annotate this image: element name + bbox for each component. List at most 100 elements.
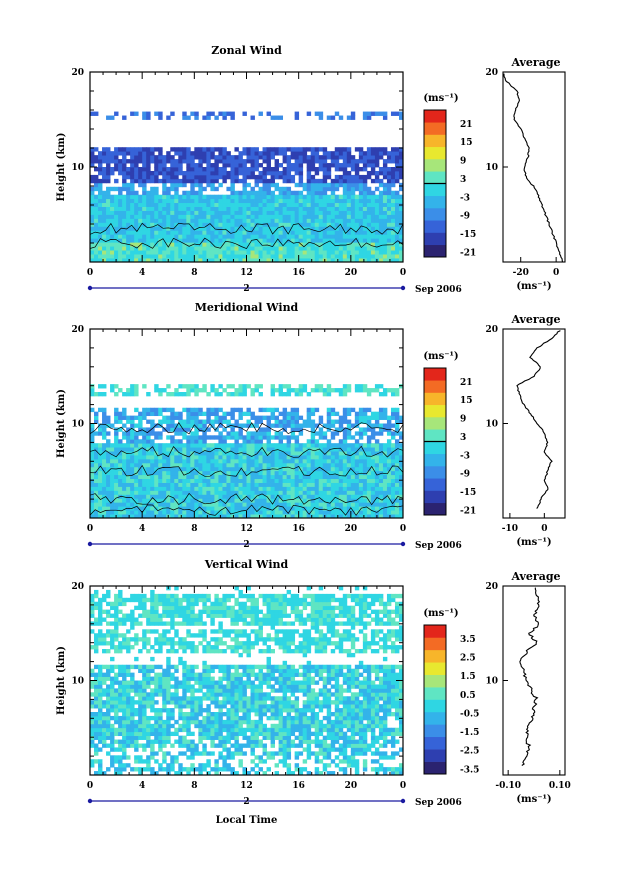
heatmap-cell [186,170,191,176]
heatmap-cell [254,486,259,491]
heatmap-cell [326,498,332,503]
heatmap-cell [334,186,340,192]
heatmap-cell [310,494,316,499]
heatmap-cell [206,419,211,424]
heatmap-cell [322,238,328,243]
heatmap-cell [170,222,175,227]
heatmap-cell [174,159,179,164]
heatmap-cell [194,218,199,223]
heatmap-cell [226,455,231,460]
heatmap-cell [134,735,139,740]
heatmap-cell [102,246,107,251]
heatmap-cell [90,163,95,168]
heatmap-cell [146,155,151,160]
heatmap-cell [266,214,271,219]
heatmap-cell [150,751,155,756]
heatmap-cell [326,439,332,444]
heatmap-cell [102,242,107,247]
heatmap-cell [118,246,123,251]
heatmap-cell [106,178,111,184]
heatmap-cell [90,392,95,397]
heatmap-cell [266,474,271,480]
heatmap-cell [186,439,191,444]
heatmap-cell [230,482,235,487]
heatmap-cell [306,470,312,476]
heatmap-cell [290,478,296,483]
heatmap-cell [378,202,384,207]
heatmap-cell [350,254,356,259]
heatmap-cell [250,474,255,480]
heatmap-cell [382,238,388,243]
heatmap-cell [398,510,404,515]
heatmap-cell [150,222,155,227]
heatmap-cell [338,151,344,156]
heatmap-cell [126,431,131,436]
heatmap-cell [134,178,139,184]
heatmap-cell [102,735,107,740]
heatmap-cell [326,242,332,247]
heatmap-cell [218,250,223,255]
heatmap-cell [126,755,131,760]
heatmap-cell [382,246,388,251]
heatmap-cell [270,238,275,243]
heatmap-cell [278,198,284,204]
heatmap-cell [306,186,312,192]
heatmap-cell [250,751,255,756]
heatmap-cell [322,234,328,239]
heatmap-cell [246,431,251,436]
heatmap-cell [266,439,271,444]
heatmap-cell [94,735,99,740]
heatmap-cell [170,111,175,116]
heatmap-cell [222,755,227,760]
heatmap-cell [318,751,324,756]
heatmap-cell [358,415,364,420]
heatmap-cell [382,182,388,188]
heatmap-cell [266,486,271,491]
heatmap-cell [338,455,344,460]
heatmap-cell [210,186,215,192]
heatmap-cell [214,419,219,424]
heatmap-cell [162,194,167,200]
heatmap-cell [258,494,263,499]
heatmap-cell [314,407,320,413]
heatmap-cell [202,250,207,255]
heatmap-cell [130,206,135,211]
heatmap-cell [378,250,384,255]
heatmap-cell [138,210,143,215]
heatmap-cell [198,214,203,219]
heatmap-cell [202,431,207,436]
heatmap-cell [330,411,336,417]
heatmap-cell [230,115,235,120]
heatmap-cell [378,474,384,480]
heatmap-cell [154,198,159,204]
heatmap-cell [398,771,404,776]
heatmap-cell [186,478,191,483]
heatmap-cell [102,384,107,389]
heatmap-cell [114,462,119,468]
heatmap-cell [214,167,219,172]
heatmap-cell [210,419,215,424]
heatmap-cell [110,242,115,247]
contour-lines [89,222,404,250]
heatmap-cell [234,198,239,204]
heatmap-cell [190,458,195,464]
heatmap-cell [338,115,344,120]
heatmap-cell [222,763,227,768]
heatmap-cell [90,506,95,511]
heatmap-cell [90,435,95,440]
heatmap-cell [90,210,95,215]
heatmap-cell [266,419,271,424]
heatmap-cell [318,250,324,255]
heatmap-cell [122,230,127,235]
heatmap-cell [386,466,392,472]
heatmap-cell [350,230,356,235]
heatmap-cell [342,514,348,519]
heatmap-cell [322,159,328,164]
heatmap-cell [90,763,95,768]
heatmap-cell [158,763,163,768]
heatmap-cell [210,494,215,499]
heatmap-cell [374,767,380,772]
heatmap-cell [286,218,292,223]
heatmap-cell [334,214,340,219]
heatmap-cell [290,415,296,420]
